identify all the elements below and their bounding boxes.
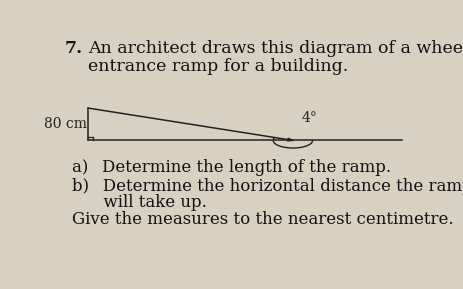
Text: 80 cm: 80 cm <box>44 117 87 131</box>
Text: a)  Determine the length of the ramp.: a) Determine the length of the ramp. <box>72 159 391 176</box>
Polygon shape <box>287 138 293 141</box>
Text: entrance ramp for a building.: entrance ramp for a building. <box>88 58 349 75</box>
Text: Give the measures to the nearest centimetre.: Give the measures to the nearest centime… <box>72 211 454 228</box>
Text: 7.: 7. <box>65 40 83 57</box>
Text: b)  Determine the horizontal distance the ramp: b) Determine the horizontal distance the… <box>72 178 463 195</box>
Text: 4°: 4° <box>302 111 318 125</box>
Text: will take up.: will take up. <box>72 194 207 211</box>
Text: An architect draws this diagram of a wheelchair: An architect draws this diagram of a whe… <box>88 40 463 57</box>
